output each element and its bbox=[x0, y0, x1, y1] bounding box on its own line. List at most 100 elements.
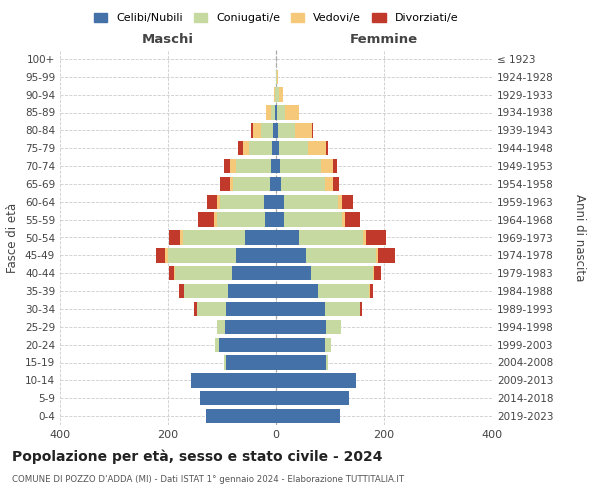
Bar bbox=[276, 141, 278, 156]
Bar bbox=[332, 177, 339, 191]
Bar bbox=[308, 141, 326, 156]
Bar bbox=[373, 266, 374, 280]
Bar bbox=[278, 123, 295, 138]
Bar bbox=[251, 123, 253, 138]
Bar bbox=[276, 248, 306, 262]
Bar bbox=[276, 373, 356, 388]
Bar bbox=[208, 194, 217, 209]
Bar bbox=[262, 123, 274, 138]
Bar bbox=[272, 141, 276, 156]
Bar bbox=[378, 248, 395, 262]
Bar bbox=[276, 356, 326, 370]
Bar bbox=[276, 194, 284, 209]
Bar bbox=[280, 159, 321, 173]
Bar bbox=[274, 123, 276, 138]
Bar bbox=[284, 212, 343, 227]
Bar bbox=[276, 284, 318, 298]
Bar bbox=[345, 212, 360, 227]
Bar bbox=[249, 141, 272, 156]
Bar bbox=[181, 230, 182, 244]
Bar bbox=[169, 266, 174, 280]
Bar bbox=[155, 248, 166, 262]
Bar bbox=[278, 141, 308, 156]
Bar bbox=[200, 391, 276, 406]
Bar bbox=[285, 106, 299, 120]
Bar bbox=[266, 106, 271, 120]
Bar bbox=[242, 141, 249, 156]
Bar bbox=[226, 302, 276, 316]
Bar bbox=[276, 302, 325, 316]
Bar bbox=[238, 141, 242, 156]
Bar bbox=[194, 302, 197, 316]
Bar bbox=[245, 230, 276, 244]
Bar bbox=[365, 230, 386, 244]
Bar bbox=[306, 248, 376, 262]
Bar bbox=[321, 159, 332, 173]
Bar bbox=[220, 194, 264, 209]
Legend: Celibi/Nubili, Coniugati/e, Vedovi/e, Divorziati/e: Celibi/Nubili, Coniugati/e, Vedovi/e, Di… bbox=[89, 8, 463, 28]
Bar bbox=[235, 248, 276, 262]
Bar bbox=[220, 338, 276, 352]
Bar bbox=[376, 248, 378, 262]
Bar bbox=[225, 320, 276, 334]
Bar bbox=[217, 212, 265, 227]
Bar bbox=[275, 88, 276, 102]
Bar bbox=[224, 356, 226, 370]
Bar bbox=[276, 320, 326, 334]
Bar bbox=[284, 194, 338, 209]
Bar bbox=[299, 230, 364, 244]
Bar bbox=[276, 391, 349, 406]
Bar bbox=[318, 284, 370, 298]
Bar bbox=[175, 266, 232, 280]
Bar bbox=[326, 141, 328, 156]
Bar bbox=[264, 194, 276, 209]
Bar bbox=[338, 194, 343, 209]
Bar bbox=[275, 106, 276, 120]
Bar bbox=[166, 248, 168, 262]
Bar bbox=[271, 106, 275, 120]
Bar bbox=[197, 302, 226, 316]
Bar bbox=[224, 159, 230, 173]
Bar bbox=[325, 338, 331, 352]
Bar bbox=[253, 123, 262, 138]
Bar bbox=[343, 212, 345, 227]
Text: Maschi: Maschi bbox=[142, 34, 194, 46]
Bar bbox=[325, 302, 360, 316]
Bar bbox=[215, 338, 220, 352]
Bar bbox=[326, 320, 341, 334]
Bar bbox=[278, 88, 283, 102]
Bar bbox=[265, 212, 276, 227]
Bar bbox=[276, 230, 299, 244]
Bar bbox=[276, 123, 278, 138]
Bar bbox=[276, 106, 277, 120]
Bar bbox=[174, 266, 175, 280]
Bar bbox=[360, 302, 362, 316]
Bar bbox=[229, 284, 276, 298]
Bar bbox=[232, 266, 276, 280]
Bar bbox=[220, 177, 230, 191]
Bar bbox=[226, 356, 276, 370]
Bar bbox=[206, 409, 276, 423]
Bar bbox=[332, 159, 337, 173]
Text: COMUNE DI POZZO D'ADDA (MI) - Dati ISTAT 1° gennaio 2024 - Elaborazione TUTTITAL: COMUNE DI POZZO D'ADDA (MI) - Dati ISTAT… bbox=[12, 475, 404, 484]
Bar bbox=[217, 320, 225, 334]
Bar bbox=[311, 123, 313, 138]
Bar bbox=[374, 266, 381, 280]
Bar bbox=[325, 177, 333, 191]
Bar bbox=[277, 106, 285, 120]
Bar bbox=[343, 194, 353, 209]
Bar bbox=[326, 356, 328, 370]
Bar bbox=[276, 338, 325, 352]
Bar bbox=[230, 177, 233, 191]
Y-axis label: Anni di nascita: Anni di nascita bbox=[573, 194, 586, 281]
Bar bbox=[233, 177, 269, 191]
Text: Femmine: Femmine bbox=[350, 34, 418, 46]
Bar bbox=[217, 194, 220, 209]
Bar bbox=[276, 212, 284, 227]
Bar bbox=[271, 159, 276, 173]
Y-axis label: Fasce di età: Fasce di età bbox=[7, 202, 19, 272]
Bar bbox=[295, 123, 311, 138]
Bar bbox=[191, 373, 276, 388]
Bar bbox=[370, 284, 373, 298]
Bar bbox=[276, 159, 280, 173]
